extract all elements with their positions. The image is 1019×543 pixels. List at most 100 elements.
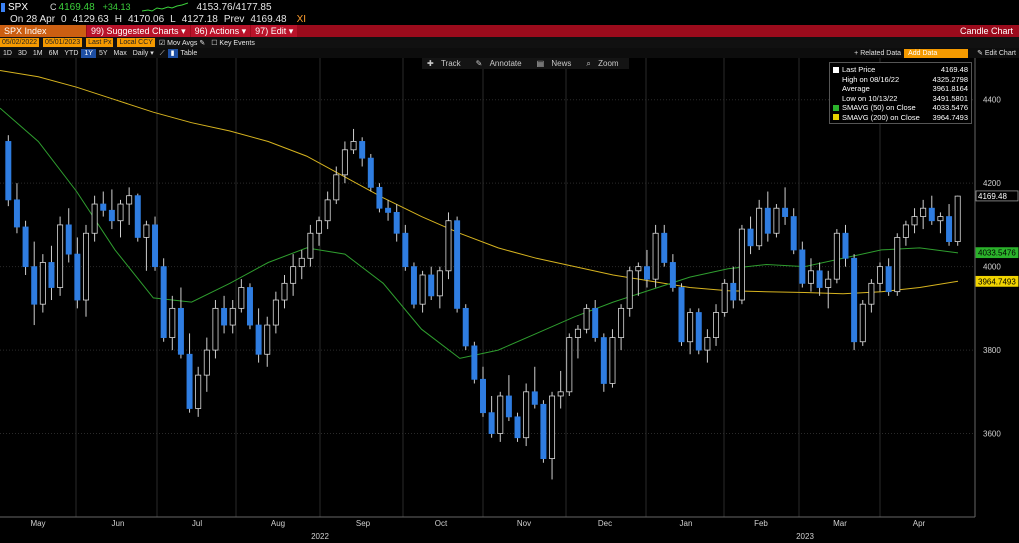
range-max[interactable]: Max <box>113 49 127 57</box>
candle-body <box>454 220 461 309</box>
suggested-charts-menu[interactable]: 99) Suggested Charts ▾ <box>87 25 190 37</box>
range-1d[interactable]: 1D <box>3 49 12 57</box>
candle-chart[interactable]: 3600 3800 4000 4200 4400 May Jun Jul Aug Sep Oct No… <box>0 58 1019 543</box>
zoom-tool[interactable]: ⌕ Zoom <box>581 58 628 69</box>
candle-body <box>264 324 271 355</box>
candle-body <box>592 307 599 338</box>
legend-row-last-price[interactable]: Last Price 4169.48 <box>833 65 968 75</box>
news-label: News <box>551 59 572 68</box>
edit-menu[interactable]: 97) Edit ▾ <box>251 25 298 37</box>
candle-body <box>609 337 616 384</box>
candle-body <box>497 395 504 434</box>
legend-label: High on 08/16/22 <box>842 74 900 84</box>
candle-body <box>574 328 581 338</box>
candle-body <box>678 287 685 343</box>
candle-body <box>756 207 763 247</box>
chart-legend: Last Price 4169.48 High on 08/16/22 4325.2… <box>829 62 972 124</box>
y-tick-label: 4200 <box>983 179 1001 188</box>
price-badge-label: 4033.5476 <box>978 249 1016 258</box>
zoom-label: Zoom <box>598 59 619 68</box>
high-label: H <box>114 13 122 25</box>
legend-value: 3964.7493 <box>932 112 968 122</box>
low-value: 4127.18 <box>181 13 218 25</box>
legend-row-smavg200[interactable]: SMAVG (200) on Close 3964.7493 <box>833 113 968 123</box>
candle-body <box>169 307 176 338</box>
candle-body <box>851 257 858 343</box>
average-marker-icon <box>833 86 839 92</box>
candle-body <box>549 395 556 459</box>
candle-body <box>57 224 64 288</box>
range-bar: 1D 3D 1M 6M YTD 1Y 5Y Max Daily ▾ ⟋ ▮ Ta… <box>0 48 1019 58</box>
range-6m[interactable]: 6M <box>48 49 59 57</box>
legend-value: 4033.5476 <box>932 103 968 113</box>
candle-body <box>74 253 81 301</box>
candle-body <box>626 270 633 309</box>
news-tool[interactable]: ▤ News <box>532 58 582 69</box>
smavg200-swatch <box>833 114 839 121</box>
annotate-tool[interactable]: ✎ Annotate <box>471 58 532 69</box>
annotate-label: Annotate <box>489 59 522 68</box>
security-input[interactable]: SPX Index <box>0 25 86 37</box>
candle-body <box>195 374 202 409</box>
legend-row-smavg50[interactable]: SMAVG (50) on Close 4033.5476 <box>833 103 968 113</box>
range-5y[interactable]: 5Y <box>98 49 108 57</box>
candle-body <box>669 262 676 288</box>
legend-value: 4169.48 <box>940 65 968 75</box>
candle-body <box>695 312 702 351</box>
open-label: 0 <box>61 13 67 25</box>
candle-body <box>738 228 745 301</box>
related-data-button[interactable]: + Related Data <box>854 49 902 57</box>
legend-row-low: Low on 10/13/22 3491.5801 <box>833 94 968 104</box>
actions-label: Actions <box>209 26 240 36</box>
mov-avgs-toggle[interactable]: ☑ Mov Avgs ✎ <box>158 39 206 47</box>
price-field-select[interactable]: Last Px <box>86 38 114 47</box>
candle-body <box>704 337 711 351</box>
x-tick-label: Sep <box>356 519 371 528</box>
end-date-field[interactable]: 05/01/2023 <box>43 38 83 47</box>
moving-average-line <box>0 107 959 359</box>
candle-body <box>126 195 133 205</box>
candle-body <box>471 345 478 380</box>
candle-body <box>419 274 426 305</box>
add-data-input[interactable]: Add Data <box>904 48 969 58</box>
candle-body <box>367 157 374 188</box>
candle-icon[interactable]: ▮ <box>167 48 178 58</box>
table-button[interactable]: Table <box>180 49 198 57</box>
range-1y[interactable]: 1Y <box>81 48 96 58</box>
low-label: L <box>170 13 176 25</box>
candle-body <box>333 174 340 201</box>
x-tick-label: Jun <box>112 519 125 528</box>
prev-value: 4169.48 <box>250 13 287 25</box>
candle-body <box>462 307 469 347</box>
actions-menu[interactable]: 96) Actions ▾ <box>190 25 251 37</box>
edit-chart-button[interactable]: ✎ Edit Chart <box>977 49 1016 57</box>
candle-body <box>557 391 564 397</box>
edit-label: Edit <box>270 26 287 36</box>
prev-label: Prev <box>223 13 245 25</box>
legend-value: 4325.2798 <box>932 74 968 84</box>
candle-body <box>583 307 590 330</box>
candle-body <box>203 349 210 376</box>
range-1m[interactable]: 1M <box>32 49 43 57</box>
candle-body <box>946 216 953 242</box>
candle-body <box>531 391 538 405</box>
candle-body <box>782 207 789 217</box>
actions-num: 96 <box>194 26 205 36</box>
candle-body <box>816 270 823 288</box>
frequency-label: Daily <box>132 49 149 57</box>
range-ytd[interactable]: YTD <box>64 49 79 57</box>
ticker-label[interactable]: SPX <box>8 1 29 13</box>
candle-body <box>410 266 417 305</box>
start-date-field[interactable]: 05/02/2022 <box>0 38 40 47</box>
frequency-select[interactable]: Daily ▾ <box>132 49 154 57</box>
exchange-code: XI <box>296 13 307 25</box>
candle-body <box>143 224 150 238</box>
candle-body <box>480 378 486 414</box>
candle-body <box>324 199 331 222</box>
track-tool[interactable]: ✚ Track <box>422 58 471 69</box>
range-3d[interactable]: 3D <box>17 49 27 57</box>
range-bar-right: + Related Data Add Data ✎ Edit Chart <box>851 48 1019 58</box>
key-events-toggle[interactable]: ☐ Key Events <box>211 39 255 47</box>
currency-select[interactable]: Local CCY <box>117 38 155 47</box>
line-icon[interactable]: ⟋ <box>159 49 165 57</box>
